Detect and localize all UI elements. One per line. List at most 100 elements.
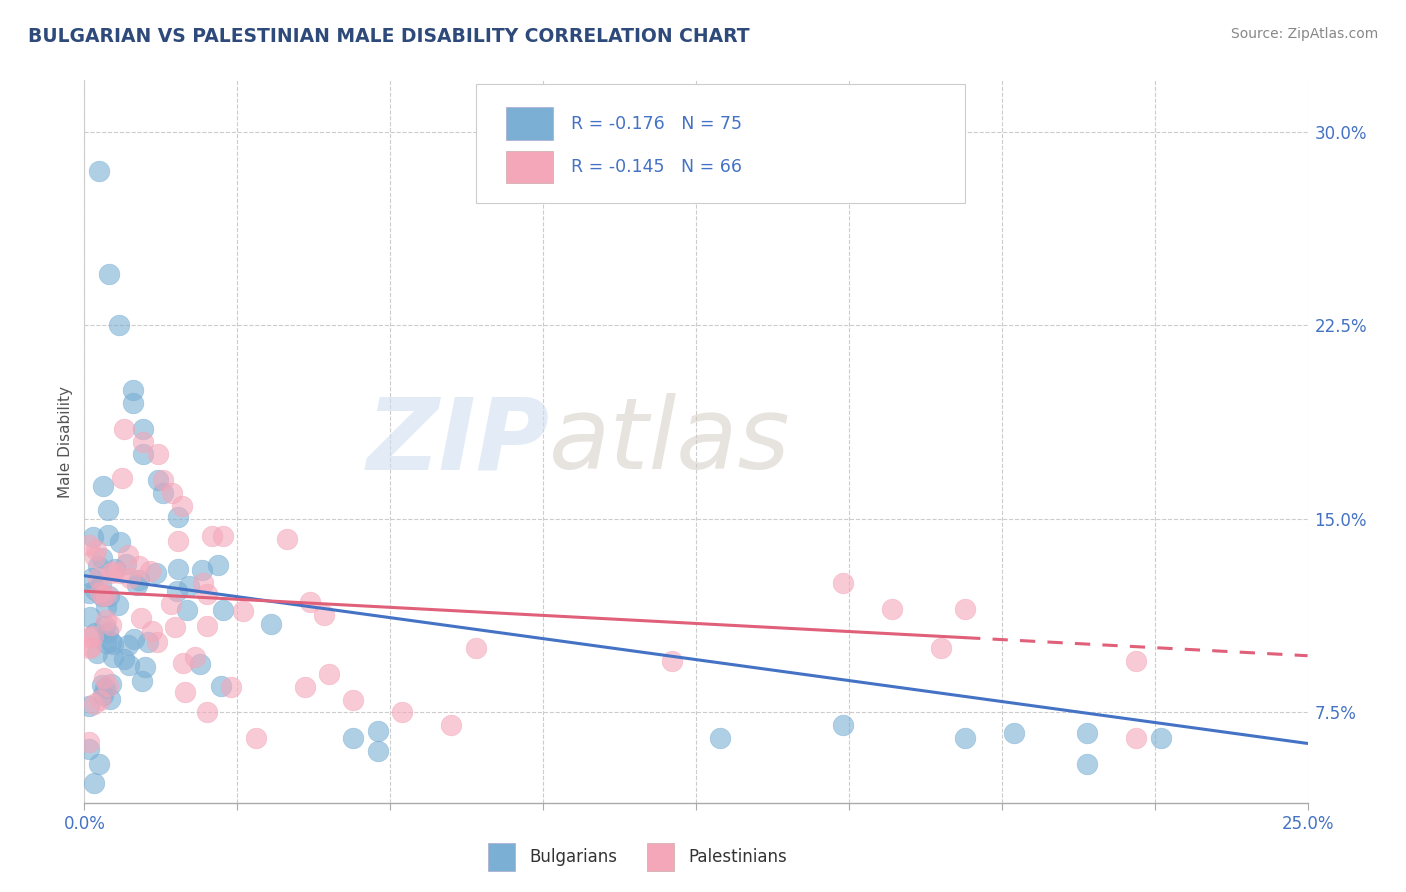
Point [117, 549, 139, 563]
Bar [506, 107, 553, 140]
Point [83, 697, 105, 711]
Point [100, 566, 122, 580]
Point [1076, 757, 1098, 772]
Point [82, 629, 104, 643]
Point [128, 573, 150, 587]
Point [232, 604, 254, 618]
Point [129, 610, 152, 624]
Point [145, 566, 167, 580]
Text: ZIP: ZIP [366, 393, 550, 490]
Point [100, 677, 122, 691]
Point [167, 534, 190, 549]
Point [90, 578, 112, 592]
Point [94, 635, 117, 649]
Point [115, 558, 138, 572]
Point [84, 542, 107, 557]
Point [183, 649, 205, 664]
Point [953, 602, 976, 616]
Point [89, 693, 111, 707]
Point [367, 744, 389, 758]
Point [91, 688, 114, 702]
Point [94, 613, 117, 627]
Point [77, 586, 100, 600]
Bar [506, 151, 553, 183]
Text: Palestinians: Palestinians [689, 848, 787, 866]
Point [141, 624, 163, 639]
Point [167, 562, 190, 576]
Point [77, 641, 100, 656]
Point [136, 635, 159, 649]
Point [131, 673, 153, 688]
Point [1125, 654, 1147, 668]
Point [1002, 726, 1025, 740]
Point [342, 731, 364, 746]
Point [391, 706, 413, 720]
Point [94, 681, 117, 695]
Point [110, 535, 132, 549]
Point [104, 561, 127, 575]
Point [314, 607, 336, 622]
Point [709, 731, 731, 746]
Point [440, 718, 463, 732]
Point [174, 685, 197, 699]
Text: R = -0.176   N = 75: R = -0.176 N = 75 [571, 115, 742, 133]
Point [83, 626, 105, 640]
Point [146, 473, 169, 487]
Point [87, 571, 110, 585]
Point [342, 692, 364, 706]
Point [163, 620, 186, 634]
Point [880, 602, 903, 616]
Point [111, 471, 134, 485]
Point [103, 636, 125, 650]
Point [167, 509, 190, 524]
Point [160, 597, 183, 611]
Point [86, 646, 108, 660]
Point [172, 499, 194, 513]
Point [94, 599, 117, 614]
Point [83, 776, 105, 790]
Point [172, 656, 194, 670]
Point [82, 571, 104, 585]
Point [100, 618, 122, 632]
Point [209, 679, 232, 693]
Point [120, 571, 142, 585]
Point [299, 595, 322, 609]
Point [831, 576, 853, 591]
Point [93, 671, 115, 685]
Point [831, 718, 853, 732]
Point [464, 640, 486, 655]
Point [260, 616, 283, 631]
Text: BULGARIAN VS PALESTINIAN MALE DISABILITY CORRELATION CHART: BULGARIAN VS PALESTINIAN MALE DISABILITY… [28, 27, 749, 45]
Point [91, 589, 114, 603]
Point [152, 486, 174, 500]
Point [201, 529, 224, 543]
Point [195, 618, 218, 632]
Point [77, 742, 100, 756]
Point [318, 666, 340, 681]
Text: R = -0.145   N = 66: R = -0.145 N = 66 [571, 158, 742, 176]
Point [211, 529, 233, 543]
Point [83, 549, 105, 564]
Point [128, 559, 150, 574]
Point [97, 503, 120, 517]
Point [179, 579, 201, 593]
Point [195, 587, 218, 601]
Point [110, 566, 132, 580]
Point [77, 630, 100, 644]
Point [97, 267, 120, 281]
Point [91, 550, 114, 565]
Point [79, 610, 101, 624]
Point [294, 680, 316, 694]
Point [96, 588, 118, 602]
Point [89, 584, 111, 599]
Point [929, 640, 952, 655]
Point [107, 318, 129, 333]
Point [94, 619, 117, 633]
Point [166, 584, 188, 599]
Point [77, 698, 100, 713]
Point [98, 589, 121, 603]
Point [97, 680, 120, 694]
Point [367, 723, 389, 738]
Point [77, 735, 100, 749]
Point [152, 473, 174, 487]
